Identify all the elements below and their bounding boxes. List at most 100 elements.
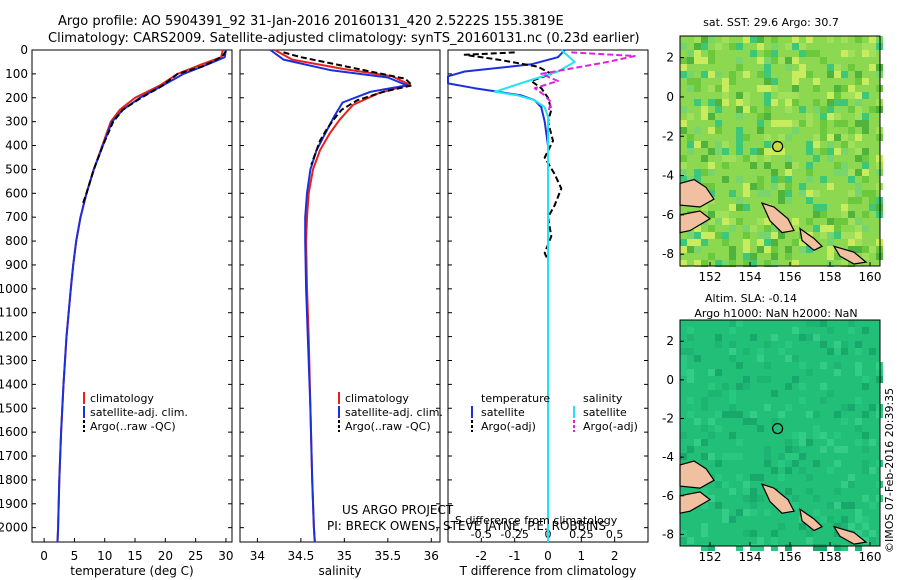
depth-tick-label: 300: [5, 115, 28, 129]
difference-chart: -2 -1 0 1 2-0.5 -0.25 0 0.25 0.5: [447, 49, 648, 563]
sst-map-cell: [799, 246, 806, 253]
sla-map-cell: [750, 502, 757, 509]
sla-map-cell: [771, 544, 778, 551]
sst-map-cell: [687, 57, 694, 64]
sst-map-cell: [813, 155, 820, 162]
sst-map-cell: [855, 190, 862, 197]
sst-map-cell: [694, 260, 701, 267]
sst-map-cell: [771, 148, 778, 155]
sst-map-cell: [820, 176, 827, 183]
salinity-xtick-label: 34: [250, 549, 265, 563]
depth-tick-label: 1200: [0, 330, 28, 344]
sst-map-cell: [862, 162, 869, 169]
pi-label: PI: BRECK OWENS, STEVE JAYNE, P.E. ROBBI…: [327, 519, 606, 533]
sst-map-cell: [848, 169, 855, 176]
difference-xtick-label: 1: [578, 549, 586, 563]
sla-map-cell: [736, 453, 743, 460]
sst-map-cell: [869, 50, 876, 57]
sst-map-cell: [743, 246, 750, 253]
sla-map-cell: [764, 460, 771, 467]
sst-map-land: [832, 245, 868, 265]
sst-map-cell: [848, 176, 855, 183]
sst-map-cell: [869, 197, 876, 204]
sla-map-cell: [708, 453, 715, 460]
sst-map-cell: [694, 57, 701, 64]
sla-map-cell: [848, 523, 855, 530]
depth-tick-label: 100: [5, 67, 28, 81]
sst-map-cell: [820, 211, 827, 218]
sst-map-cell: [687, 148, 694, 155]
sst-map-cell: [771, 36, 778, 43]
sla-map-cell: [841, 446, 848, 453]
sst-map-cell: [799, 71, 806, 78]
sla-map-cell: [820, 397, 827, 404]
sst-map-cell: [708, 225, 715, 232]
sla-map-cell: [841, 502, 848, 509]
sst-map-cell: [680, 246, 687, 253]
sst-map-cell: [827, 36, 834, 43]
sst-map-cell: [722, 218, 729, 225]
sst-map-cell: [785, 253, 792, 260]
sla-map-cell: [715, 474, 722, 481]
sla-map-cell: [722, 383, 729, 390]
depth-tick-label: 2000: [0, 521, 28, 535]
difference-xtick-label: 0: [544, 549, 552, 563]
sla-map-cell: [771, 418, 778, 425]
sst-map-cell: [750, 162, 757, 169]
sst-map-cell: [778, 232, 785, 239]
sst-map-ytick-label: 0: [666, 90, 674, 104]
figure-title-line2: Climatology: CARS2009. Satellite-adjuste…: [48, 31, 640, 46]
sst-map-cell: [778, 197, 785, 204]
sst-map-cell: [757, 43, 764, 50]
sst-map-cell: [708, 127, 715, 134]
sst-map-cell: [827, 148, 834, 155]
temperature-xtick-label: 20: [158, 549, 173, 563]
sla-map-cell: [813, 320, 820, 327]
sst-map-cell: [827, 113, 834, 120]
sst-map-cell: [806, 190, 813, 197]
sla-map-cell: [750, 334, 757, 341]
sst-map-cell: [785, 64, 792, 71]
sla-map-ytick-label: -2: [662, 412, 674, 426]
sst-map-cell: [680, 43, 687, 50]
sst-map-cell: [757, 190, 764, 197]
sst-map-cell: [764, 225, 771, 232]
sst-map-cell: [722, 162, 729, 169]
sst-map-cell: [764, 92, 771, 99]
sla-map-cell: [785, 383, 792, 390]
sst-map-cell: [806, 246, 813, 253]
sst-map-cell: [799, 50, 806, 57]
sst-map-cell: [736, 113, 743, 120]
legend-label-s-satellite: satellite: [583, 406, 627, 419]
depth-tick-label: 200: [5, 91, 28, 105]
sla-map-cell: [820, 383, 827, 390]
difference-xtick-label: 2: [611, 549, 619, 563]
sst-map-cell: [743, 183, 750, 190]
sst-map-cell: [806, 36, 813, 43]
sst-map-cell: [701, 106, 708, 113]
sst-map-cell: [687, 176, 694, 183]
sst-map-cell: [827, 71, 834, 78]
sst-map-cell: [708, 50, 715, 57]
depth-tick-label: 600: [5, 186, 28, 200]
sst-map-cell: [757, 127, 764, 134]
sst-map-cell: [722, 92, 729, 99]
sla-map-cell: [680, 355, 687, 362]
sla-map-cell: [806, 530, 813, 537]
sla-map-cell: [708, 369, 715, 376]
sla-map-cell: [855, 544, 862, 551]
profile-charts: 0 5 10 15 20 25 300100200300400500600700800900…: [0, 43, 648, 563]
sst-map-cell: [715, 260, 722, 267]
sla-map-cell: [862, 537, 869, 544]
sst-map-cell: [757, 85, 764, 92]
legend-label-satellite: satellite-adj. clim.: [90, 406, 188, 419]
sst-map-cell: [862, 148, 869, 155]
sst-map-cell: [792, 239, 799, 246]
sst-map-cell: [722, 239, 729, 246]
sst-map-cell: [764, 218, 771, 225]
sst-map-cell: [862, 127, 869, 134]
sst-map-cell: [722, 141, 729, 148]
sla-map-cell: [792, 453, 799, 460]
sla-map-ytick-label: 2: [666, 334, 674, 348]
sst-map-cell: [729, 225, 736, 232]
